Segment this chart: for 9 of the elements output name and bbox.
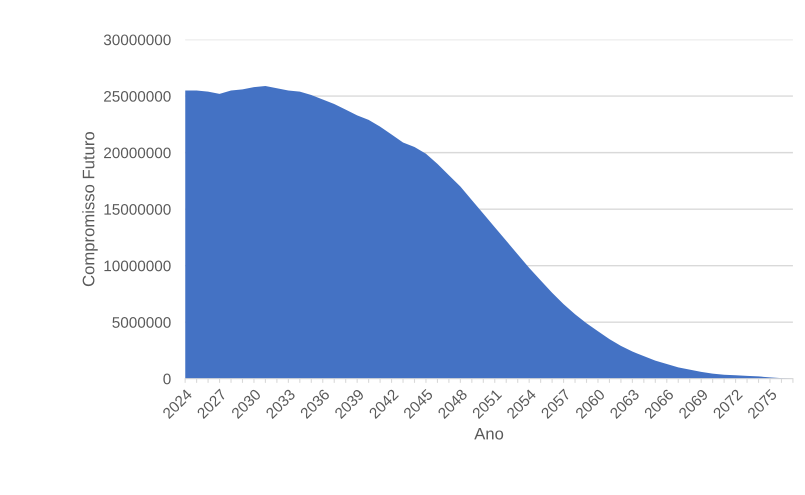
y-tick-label: 0 — [163, 374, 171, 384]
y-tick-label: 20000000 — [104, 147, 171, 158]
y-tick-label: 30000000 — [104, 34, 171, 46]
y-axis-title: Compromisso Futuro — [82, 132, 98, 286]
y-tick-label: 15000000 — [104, 204, 171, 215]
y-tick-label: 5000000 — [112, 317, 171, 328]
y-tick-label: 10000000 — [104, 260, 171, 272]
x-axis-title: Ano — [474, 428, 504, 440]
y-tick-label: 25000000 — [104, 90, 171, 102]
